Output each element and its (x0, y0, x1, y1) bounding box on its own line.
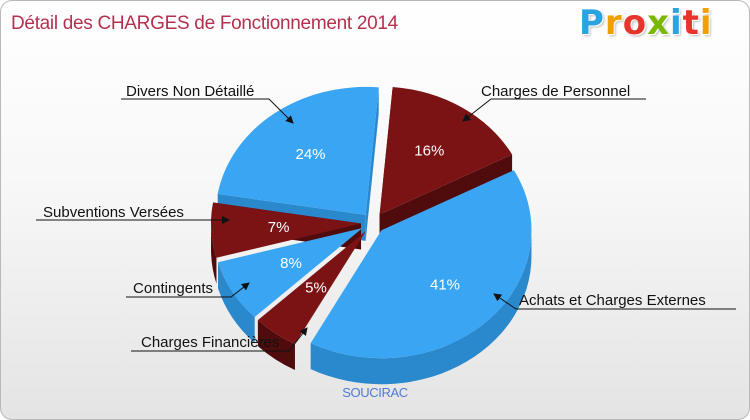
chart-subtitle: SOUCIRAC (342, 385, 408, 400)
logo-letter: t (682, 3, 700, 43)
slice-category-label: Subventions Versées (43, 204, 184, 221)
slice-category-label: Achats et Charges Externes (519, 292, 706, 309)
chart-title: Détail des CHARGES de Fonctionnement 201… (11, 13, 398, 34)
slice-category-label: Divers Non Détaillé (126, 83, 254, 100)
pie-slice (310, 170, 532, 359)
slice-category-label: Charges Financières (141, 334, 279, 351)
logo-letter: P (579, 3, 605, 43)
logo-letter: x (647, 3, 670, 43)
pie-slice (217, 86, 379, 215)
leader-line (462, 98, 646, 122)
proxiti-logo: Proxiti (579, 3, 713, 43)
pie-slice (379, 86, 513, 215)
leader-line (126, 282, 250, 298)
pie-tops (211, 86, 532, 359)
slice-category-label: Charges de Personnel (481, 83, 630, 100)
slice-percent-label: 7% (268, 219, 290, 236)
pie-slice-wall (365, 87, 379, 241)
pie-slice-side (257, 320, 295, 370)
slice-percent-label: 41% (430, 277, 460, 294)
slice-percent-label: 5% (305, 279, 327, 296)
pie-slice-side (310, 230, 532, 385)
logo-letter: o (622, 3, 648, 43)
pie-slice-side (218, 262, 255, 343)
leader-line (131, 327, 308, 352)
leader-line (493, 293, 736, 310)
slice-percent-label: 16% (414, 142, 444, 159)
pie-slice (211, 202, 362, 258)
logo-letter: i (699, 3, 713, 43)
pie-slice (218, 228, 363, 317)
logo-letter: i (670, 3, 683, 43)
slice-category-label: Contingents (133, 280, 213, 297)
leader-line (121, 98, 294, 124)
slice-percent-label: 8% (280, 255, 302, 272)
pie-slice (257, 231, 366, 344)
pie-slice-side (211, 223, 217, 284)
slice-percent-label: 24% (296, 146, 326, 163)
logo-letter: r (604, 3, 623, 43)
